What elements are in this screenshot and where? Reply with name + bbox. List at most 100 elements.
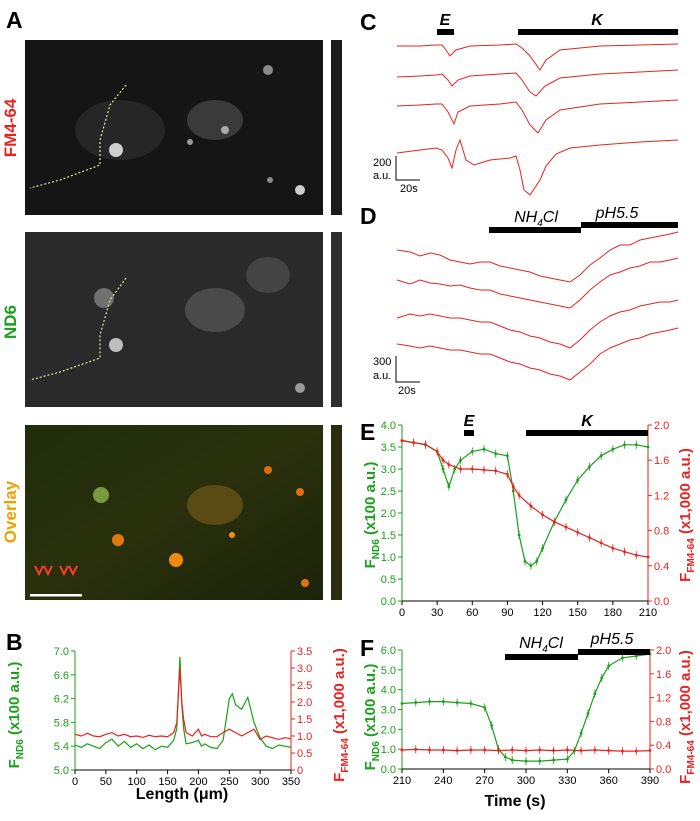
scale-C-y: 200 <box>373 157 391 169</box>
chart-E-ylabel-right: FFM4-64 (x1,000 a.u.) <box>677 448 697 582</box>
chart-F-ytick-right-label: 0.8 <box>656 716 671 728</box>
chart-E-series-1-point <box>523 560 527 563</box>
chart-E-series-2-point <box>470 467 474 471</box>
chart-B-ytick-right-label: 1.5 <box>297 714 312 726</box>
chart-E-series-1-point <box>634 443 638 447</box>
chart-F-series-2-point <box>400 748 404 752</box>
chart-F-series-1-point <box>524 759 528 763</box>
chart-F-ylabel-right: FFM4-64 (x1,000 a.u.) <box>677 650 697 784</box>
chart-F-series-1-point <box>538 759 542 763</box>
chart-E-ytick-right-label: 0.0 <box>654 596 669 608</box>
chart-B-ytick-left-label: 6.6 <box>54 670 69 682</box>
chart-E-series-1-point <box>599 454 603 458</box>
chart-F-xtick-label: 210 <box>393 775 411 787</box>
chart-E-ytick-left-label: 0.0 <box>381 596 396 608</box>
chart-F-series-1-point <box>552 758 555 762</box>
chart-E-series-2-point <box>588 536 591 540</box>
stim-label-K2: K <box>581 413 594 430</box>
chart-E-xtick-label: 60 <box>466 607 478 619</box>
panel-C-label: C <box>360 9 377 35</box>
chart-F-ytick-left-label: 0.0 <box>381 764 396 776</box>
arrowheads-right-icon <box>59 565 78 577</box>
chart-E-ytick-left-label: 4.0 <box>381 420 396 432</box>
scale-D-y-unit: a.u. <box>373 370 391 382</box>
chart-E-series-2-point <box>634 553 638 557</box>
chart-F-xtick-label: 240 <box>434 775 452 787</box>
chart-E-ytick-right-label: 1.2 <box>654 490 669 502</box>
chart-E-series-1-point <box>482 447 486 451</box>
chart-E-ytick-left-label: 1.5 <box>381 530 396 542</box>
chart-E-series-1-point <box>506 454 509 458</box>
chart-E-series-2-point <box>459 467 462 471</box>
chart-F-series-2-point <box>483 748 487 752</box>
chart-E-ytick-left-label: 2.0 <box>381 508 396 520</box>
chart-E-xtick-label: 30 <box>431 607 443 619</box>
chart-E-series-2-line <box>401 440 649 558</box>
chart-E-series-2-point <box>552 520 556 524</box>
trace-D-4 <box>396 327 679 381</box>
chart-F-xtick-label: 360 <box>599 775 617 787</box>
chart-E-ytick-left-label: 2.5 <box>381 486 396 498</box>
chart-E-series-2-point <box>564 525 568 529</box>
stim-label-E: E <box>440 12 452 29</box>
chart-E-ytick-left-label: 3.0 <box>381 464 396 476</box>
chart-E-series-2-point <box>541 513 544 517</box>
chart-E-series-1-point <box>541 546 544 550</box>
chart-E-ytick-right-label: 0.4 <box>654 561 669 573</box>
chart-F-series-2-point <box>565 748 569 752</box>
stim-bar-E2 <box>464 430 474 436</box>
stim-bar-pH552 <box>578 649 650 655</box>
chart-E: 0 30 60 90 120 150 180 2100.00.51.01.52.02.53.0… <box>381 420 670 619</box>
chart-F-ytick-left-label: 6.0 <box>381 645 396 657</box>
micrograph-overlay <box>25 425 342 600</box>
chart-B-ytick-right-label: 1.0 <box>297 731 312 743</box>
chart-E-series-1-point <box>646 445 650 449</box>
chart-F-series-1-point <box>503 755 507 759</box>
chart-F-series-2-point <box>441 748 445 752</box>
chart-E-series-1-point <box>535 560 539 563</box>
chart-E-xtick-label: 210 <box>639 607 657 619</box>
chart-E-series-2-point <box>646 555 650 559</box>
chart-F-series-1-point <box>483 706 487 709</box>
chart-E-series-1-point <box>564 498 568 502</box>
chart-B-ytick-left-label: 5.4 <box>54 741 69 753</box>
arrowheads-left-icon <box>34 565 53 577</box>
chart-B-xtick-label: 300 <box>251 776 269 788</box>
chart-F-series-2-point <box>428 748 431 752</box>
chart-F-ytick-right-label: 1.2 <box>656 693 671 705</box>
trace-C-1 <box>397 43 679 71</box>
chart-E-series-1-point <box>588 465 591 469</box>
chart-B-series-2-line <box>74 667 292 741</box>
chart-E-series-2-point <box>529 504 533 508</box>
chart-F-series-1-point <box>441 700 445 703</box>
chart-B-ytick-left-label: 5.8 <box>54 717 69 729</box>
scale-bar-C <box>395 156 420 181</box>
chart-F-xtick-label: 300 <box>517 775 535 787</box>
chart-F-series-1-point <box>510 758 514 762</box>
chart-E-series-2-point <box>435 450 439 453</box>
chart-B-series-1-line <box>74 656 292 751</box>
scale-bar <box>30 594 82 597</box>
chart-F-series-2-point <box>552 749 555 752</box>
chart-E-xtick-label: 0 <box>399 607 405 619</box>
chart-F-series-2-point <box>414 747 418 751</box>
chart-E-series-2-point <box>424 442 427 446</box>
chart-E-series-1-point <box>441 467 445 471</box>
scale-bar-D <box>395 356 420 383</box>
chart-F-series-2-point <box>593 748 597 752</box>
chart-B-ytick-left-label: 6.2 <box>54 694 69 706</box>
chart-F-series-1-point <box>607 664 611 668</box>
chart-E-series-1-point <box>611 447 615 451</box>
traces-D <box>396 231 679 381</box>
micrograph-nd6 <box>25 232 342 407</box>
chart-F: 210 240 270 300 330 360 3900.01.02.03.04.05.06… <box>381 645 672 787</box>
trace-D-1 <box>396 231 679 283</box>
chart-E-series-2-point <box>506 472 509 476</box>
chart-E-xtick-label: 180 <box>604 607 622 619</box>
chart-B-xlabel: Length (μm) <box>136 786 228 803</box>
chart-F-series-2-point <box>634 749 638 753</box>
chart-E-series-1-point <box>459 458 462 462</box>
chart-F-series-2-point <box>524 749 528 752</box>
chart-F-ytick-left-label: 5.0 <box>381 665 396 677</box>
